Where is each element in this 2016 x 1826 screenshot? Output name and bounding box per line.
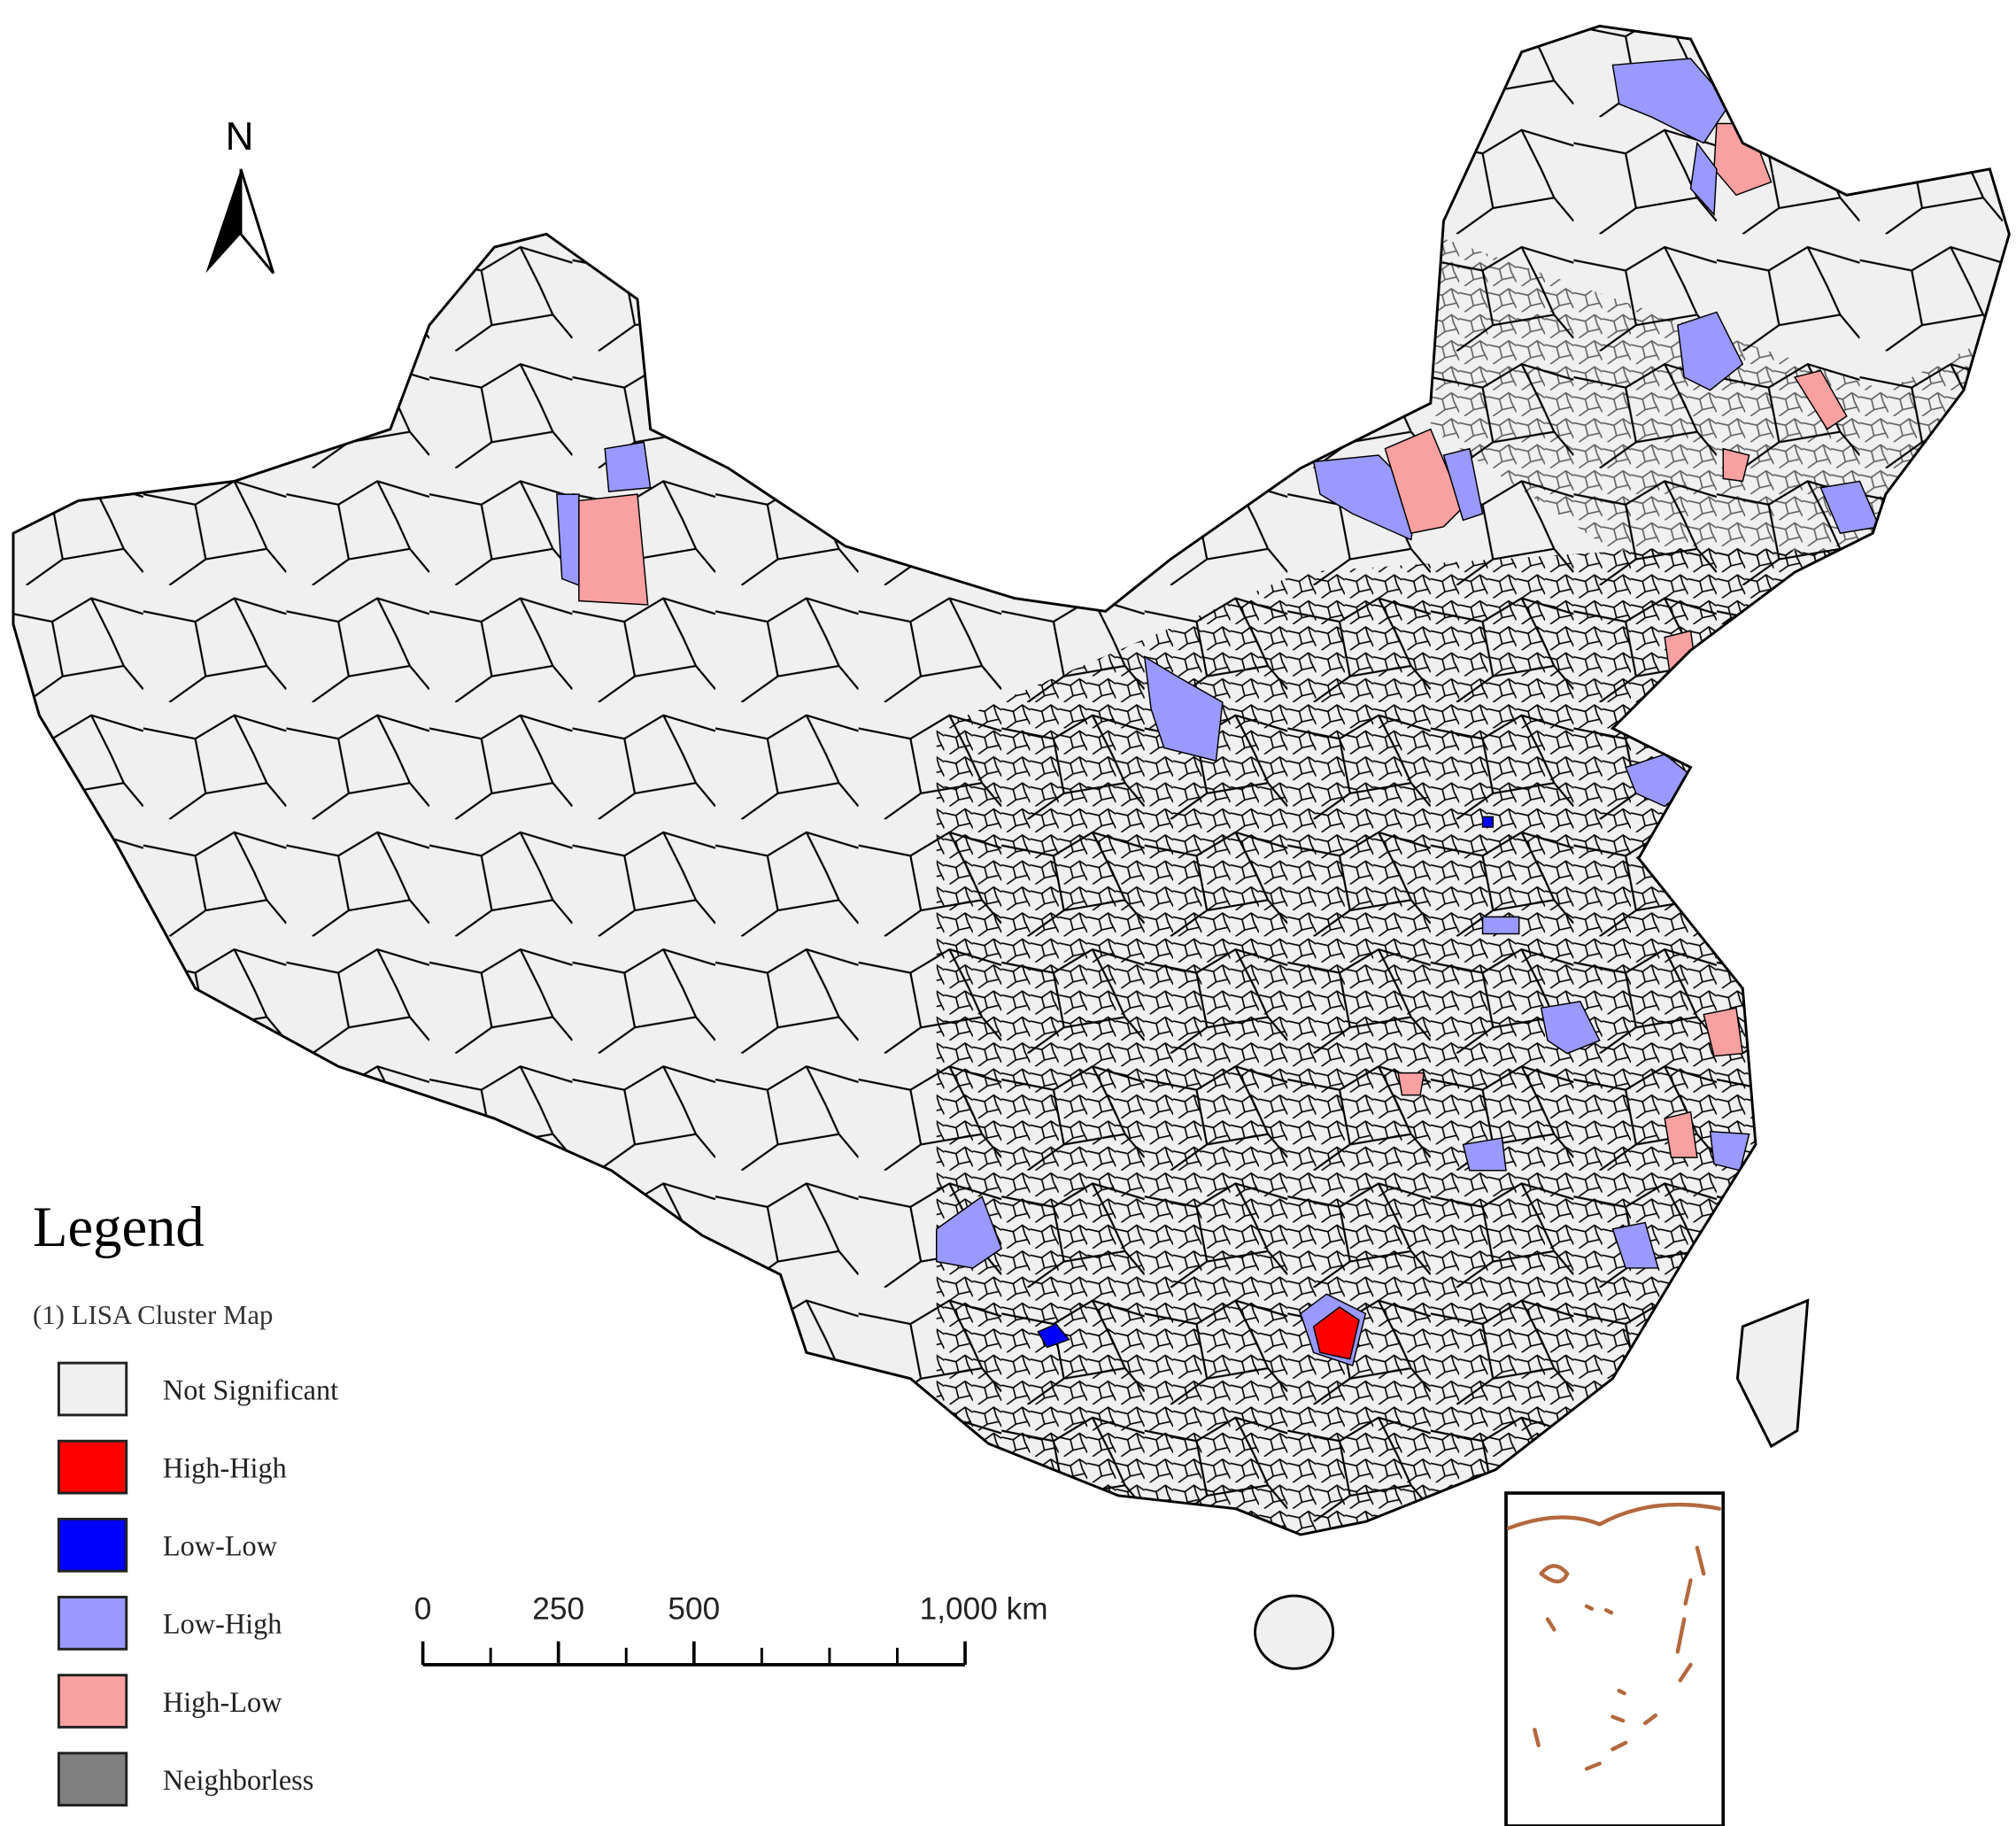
cluster-region xyxy=(1703,1007,1744,1057)
cluster-region xyxy=(1722,447,1750,483)
scale-label: 500 xyxy=(668,1591,720,1626)
cluster-region xyxy=(604,441,652,492)
north-label: N xyxy=(226,115,254,159)
legend-subtitle: (1) LISA Cluster Map xyxy=(33,1300,273,1330)
legend-label: High-Low xyxy=(163,1686,282,1718)
arrow-left xyxy=(205,168,241,274)
cluster-region xyxy=(1481,916,1520,935)
legend-title: Legend xyxy=(33,1195,205,1258)
legend-swatch xyxy=(57,1439,128,1495)
scale-bar: 0 250 500 1,000 km xyxy=(414,1591,1048,1667)
cluster-region xyxy=(1793,369,1848,430)
legend-swatch xyxy=(57,1517,128,1573)
cluster-region xyxy=(1611,1221,1659,1269)
legend-swatch xyxy=(57,1674,128,1729)
cluster-region xyxy=(1442,447,1484,522)
cluster-region xyxy=(1481,816,1495,828)
cluster-region xyxy=(556,493,580,586)
legend-swatch xyxy=(57,1361,128,1417)
legend-label: Not Significant xyxy=(163,1373,338,1405)
cluster-region xyxy=(1611,58,1731,144)
cluster-region xyxy=(1540,1001,1601,1055)
taiwan xyxy=(1735,1298,1810,1449)
cluster-region xyxy=(1689,141,1718,217)
cluster-region xyxy=(1037,1323,1070,1349)
legend-swatch xyxy=(57,1596,128,1651)
cluster-region xyxy=(1312,454,1418,541)
legend: Legend (1) LISA Cluster Map Not Signific… xyxy=(33,1195,338,1807)
dense-boundaries xyxy=(936,545,2010,1536)
clusters xyxy=(556,58,1881,1367)
inset-islands xyxy=(1506,1502,1722,1771)
legend-label: Neighborless xyxy=(163,1764,313,1796)
inset-map xyxy=(1504,1491,1726,1826)
inset-frame xyxy=(1504,1491,1726,1826)
legend-swatch xyxy=(57,1752,128,1807)
scale-label: 1,000 km xyxy=(920,1591,1048,1626)
scale-label: 250 xyxy=(532,1591,584,1626)
cluster-region xyxy=(1143,655,1224,762)
scale-label: 0 xyxy=(414,1591,432,1626)
arrow-right xyxy=(239,168,275,275)
north-arrow: N xyxy=(205,115,275,275)
legend-label: High-High xyxy=(163,1451,287,1483)
northeast-boundaries xyxy=(1430,234,2010,560)
cluster-region xyxy=(1384,428,1464,535)
cluster-region xyxy=(1664,1110,1698,1158)
cluster-region xyxy=(935,1195,1003,1269)
cluster-region xyxy=(1462,1137,1507,1172)
cluster-region xyxy=(1312,1306,1360,1360)
legend-label: Low-Low xyxy=(163,1530,278,1562)
cluster-region xyxy=(578,493,649,606)
cluster-region xyxy=(1664,630,1698,684)
cluster-region xyxy=(1397,1072,1425,1096)
hainan xyxy=(1254,1594,1335,1670)
legend-label: Low-High xyxy=(163,1608,282,1640)
cluster-region xyxy=(1677,311,1744,391)
